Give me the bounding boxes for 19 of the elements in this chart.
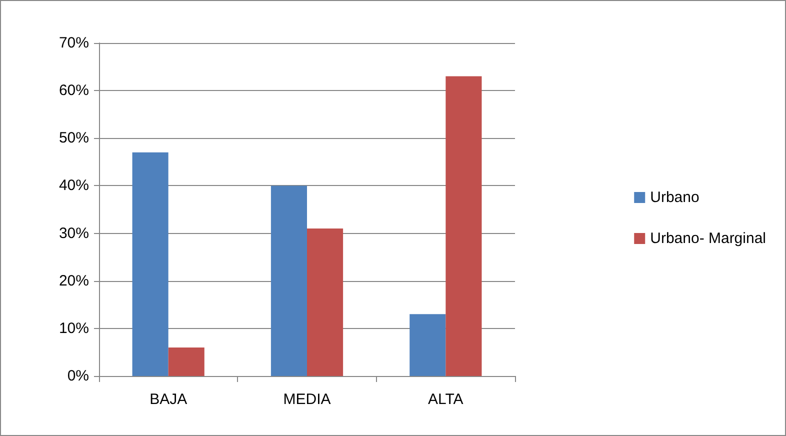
y-tick-label: 50% <box>58 130 89 147</box>
bar <box>307 228 344 376</box>
legend-label: Urbano- Marginal <box>650 230 766 247</box>
bar <box>410 314 446 376</box>
y-tick-label: 70% <box>58 34 89 52</box>
legend-label: Urbano <box>650 189 700 206</box>
bar <box>446 76 482 376</box>
bar <box>132 152 168 376</box>
y-tick-label: 10% <box>58 320 89 337</box>
y-tick-label: 30% <box>58 224 89 242</box>
y-tick-label: 60% <box>58 82 89 100</box>
x-tick-label: BAJA <box>150 391 188 408</box>
y-tick-label: 20% <box>58 272 89 290</box>
y-tick-label: 0% <box>67 368 89 384</box>
y-tick-label: 40% <box>58 177 89 194</box>
x-tick-label: ALTA <box>428 391 464 408</box>
bar <box>168 347 204 376</box>
x-tick-label: MEDIA <box>283 391 331 408</box>
bar <box>270 186 307 376</box>
